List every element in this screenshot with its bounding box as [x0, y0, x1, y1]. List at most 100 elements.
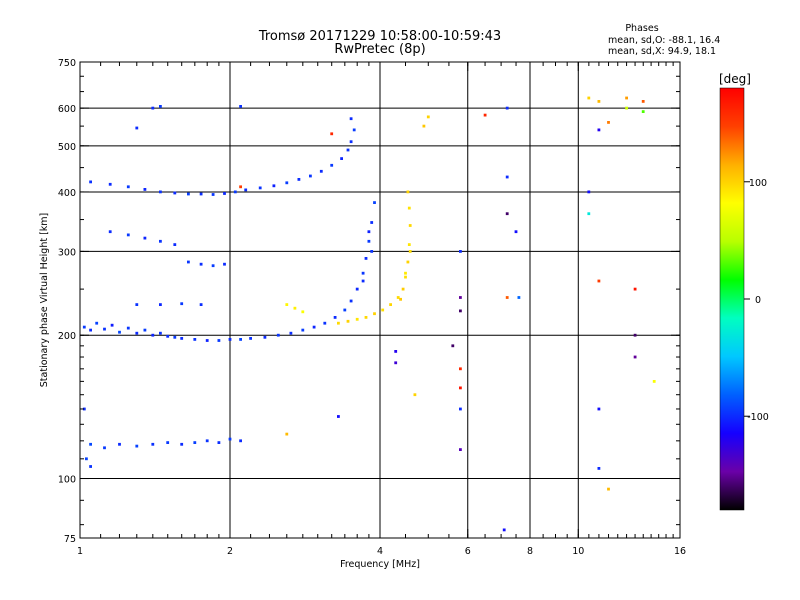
data-point — [587, 190, 591, 194]
data-point — [205, 339, 209, 342]
data-point — [312, 325, 316, 329]
data-point — [459, 448, 462, 451]
data-point — [126, 185, 130, 189]
data-point — [633, 355, 637, 359]
data-point — [333, 316, 337, 319]
data-point — [89, 442, 92, 446]
y-axis-ticks: 75 100 200 300 400 500 600 750 — [58, 58, 680, 545]
data-point — [193, 338, 197, 341]
data-point — [85, 457, 88, 461]
data-point — [652, 380, 656, 383]
data-point — [451, 344, 455, 348]
data-point — [199, 303, 203, 306]
data-point — [82, 325, 86, 329]
chart-subtitle: RwPretec (8p) — [334, 42, 425, 57]
data-point — [205, 439, 209, 443]
data-point — [401, 287, 405, 291]
data-point — [349, 140, 353, 144]
data-point — [199, 192, 203, 196]
data-point — [211, 264, 215, 268]
data-point — [180, 442, 184, 446]
y-axis-label: Stationary phase Virtual Height [km] — [39, 213, 50, 387]
data-point — [625, 96, 628, 100]
data-points — [82, 96, 656, 532]
data-point — [135, 126, 139, 130]
x-tick-label: 1 — [77, 546, 83, 557]
data-point — [394, 361, 398, 365]
data-point — [340, 157, 343, 160]
data-point — [404, 275, 407, 279]
data-point — [159, 105, 162, 108]
data-point — [514, 230, 518, 234]
data-point — [343, 308, 347, 312]
data-point — [285, 181, 289, 185]
data-point — [633, 333, 637, 337]
data-point — [309, 174, 312, 178]
data-point — [193, 441, 197, 444]
data-point — [89, 180, 92, 184]
colorbar-ticks: -100 0 100 — [744, 178, 769, 423]
colorbar-label: [deg] — [719, 72, 751, 86]
data-point — [406, 260, 410, 264]
x-tick-label: 4 — [377, 546, 383, 557]
data-point — [337, 415, 340, 418]
data-point — [159, 239, 162, 243]
data-point — [505, 296, 509, 299]
y-tick-label: 300 — [58, 247, 76, 258]
data-point — [180, 337, 184, 340]
data-point — [517, 296, 521, 299]
data-point — [126, 326, 130, 330]
data-point — [352, 128, 356, 132]
legend-title: Phases — [625, 23, 658, 34]
data-point — [370, 250, 374, 253]
data-point — [367, 230, 371, 234]
data-point — [228, 338, 232, 341]
data-point — [187, 192, 190, 196]
data-point — [166, 334, 170, 338]
chart-title: Tromsø 20171229 10:58:00-10:59:43 — [258, 29, 501, 44]
data-point — [389, 303, 392, 306]
data-point — [330, 132, 334, 136]
data-point — [249, 337, 252, 340]
data-point — [361, 279, 365, 283]
data-point — [408, 224, 412, 227]
data-point — [633, 287, 637, 291]
data-point — [223, 262, 226, 266]
data-point — [361, 271, 365, 275]
data-point — [407, 206, 411, 210]
data-point — [110, 323, 114, 327]
data-point — [272, 184, 276, 188]
data-point — [381, 308, 385, 312]
data-point — [426, 115, 430, 119]
data-point — [459, 250, 462, 253]
data-point — [364, 257, 368, 260]
data-point — [459, 309, 462, 313]
data-point — [373, 312, 376, 316]
data-point — [223, 192, 226, 195]
y-tick-label: 200 — [58, 331, 76, 342]
legend-line-o: mean, sd,O: -88.1, 16.4 — [608, 35, 720, 46]
data-point — [118, 330, 121, 334]
data-point — [301, 328, 305, 332]
x-tick-label: 16 — [674, 546, 686, 557]
data-point — [597, 407, 601, 411]
data-point — [276, 333, 280, 337]
data-point — [108, 230, 112, 234]
data-point — [396, 296, 400, 299]
data-point — [151, 106, 155, 110]
data-point — [607, 487, 610, 491]
data-point — [346, 319, 350, 323]
data-point — [95, 321, 99, 325]
data-point — [505, 175, 509, 179]
data-point — [408, 250, 412, 253]
data-point — [217, 339, 221, 342]
data-point — [587, 96, 591, 100]
data-point — [151, 442, 155, 446]
data-point — [625, 106, 628, 110]
data-point — [607, 121, 610, 124]
data-point — [597, 128, 601, 132]
data-point — [258, 186, 262, 190]
data-point — [367, 239, 371, 243]
x-tick-label: 6 — [465, 546, 471, 557]
